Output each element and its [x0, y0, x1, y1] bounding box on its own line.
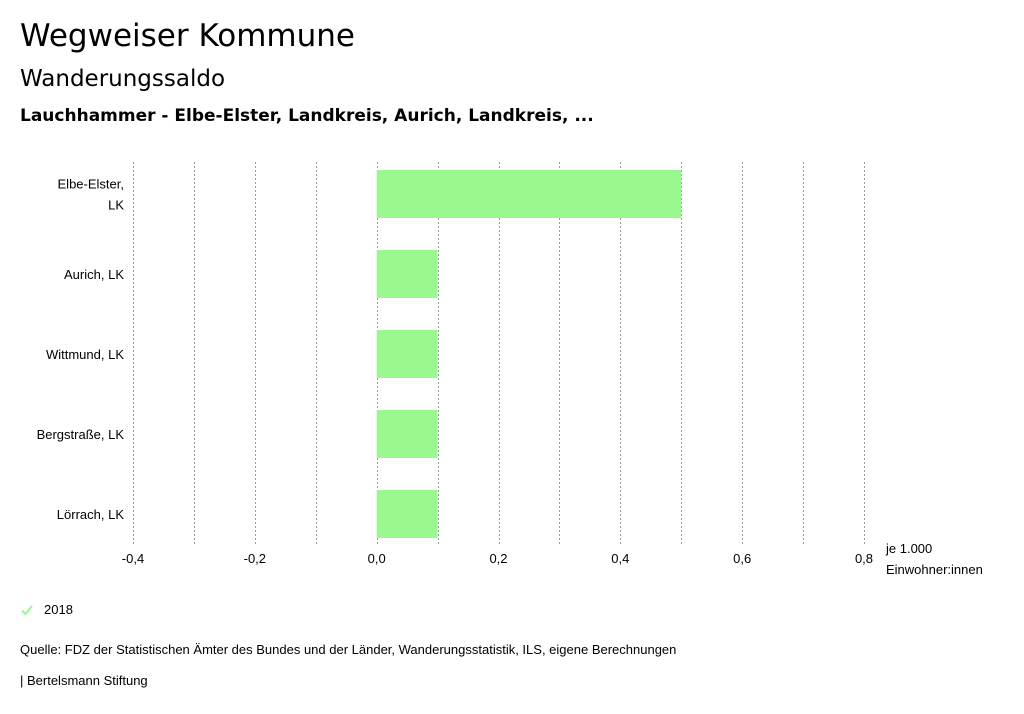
- page-title: Wegweiser Kommune: [20, 18, 355, 54]
- bar[interactable]: [376, 410, 438, 458]
- source-note: Quelle: FDZ der Statistischen Ämter des …: [20, 642, 677, 657]
- category-label: Aurich, LK: [64, 267, 124, 282]
- bar[interactable]: [376, 250, 438, 298]
- legend-label-2018: 2018: [44, 602, 73, 617]
- category-label: Lörrach, LK: [57, 507, 125, 522]
- x-axis-unit-line-2: Einwohner:innen: [886, 562, 983, 577]
- check-icon[interactable]: [20, 603, 34, 617]
- category-label: Wittmund, LK: [46, 347, 124, 362]
- chart-legend[interactable]: 2018: [20, 602, 73, 617]
- bar[interactable]: [376, 490, 438, 538]
- category-label: LK: [108, 198, 124, 213]
- x-tick-label: 0,6: [733, 551, 751, 566]
- x-tick-label: 0,0: [368, 551, 386, 566]
- x-axis-unit-line-1: je 1.000: [886, 541, 933, 556]
- category-label: Bergstraße, LK: [37, 427, 125, 442]
- publisher-note: | Bertelsmann Stiftung: [20, 673, 148, 688]
- bar[interactable]: [376, 170, 682, 218]
- bar[interactable]: [376, 330, 438, 378]
- x-tick-label: 0,2: [489, 551, 507, 566]
- x-tick-label: 0,4: [611, 551, 629, 566]
- x-tick-label: -0,4: [122, 551, 144, 566]
- x-axis-unit-label: je 1.000 Einwohner:innen: [886, 538, 983, 580]
- category-label: Elbe-Elster,: [58, 177, 124, 192]
- regions-label: Lauchhammer - Elbe-Elster, Landkreis, Au…: [20, 106, 594, 126]
- x-tick-label: 0,8: [855, 551, 873, 566]
- indicator-subtitle: Wanderungssaldo: [20, 66, 226, 92]
- bar-chart: -0,4 -0,2 0,0 0,2 0,4 0,6 0,8 Elbe-Elster, LK Aur…: [37, 162, 873, 566]
- x-tick-label: -0,2: [244, 551, 266, 566]
